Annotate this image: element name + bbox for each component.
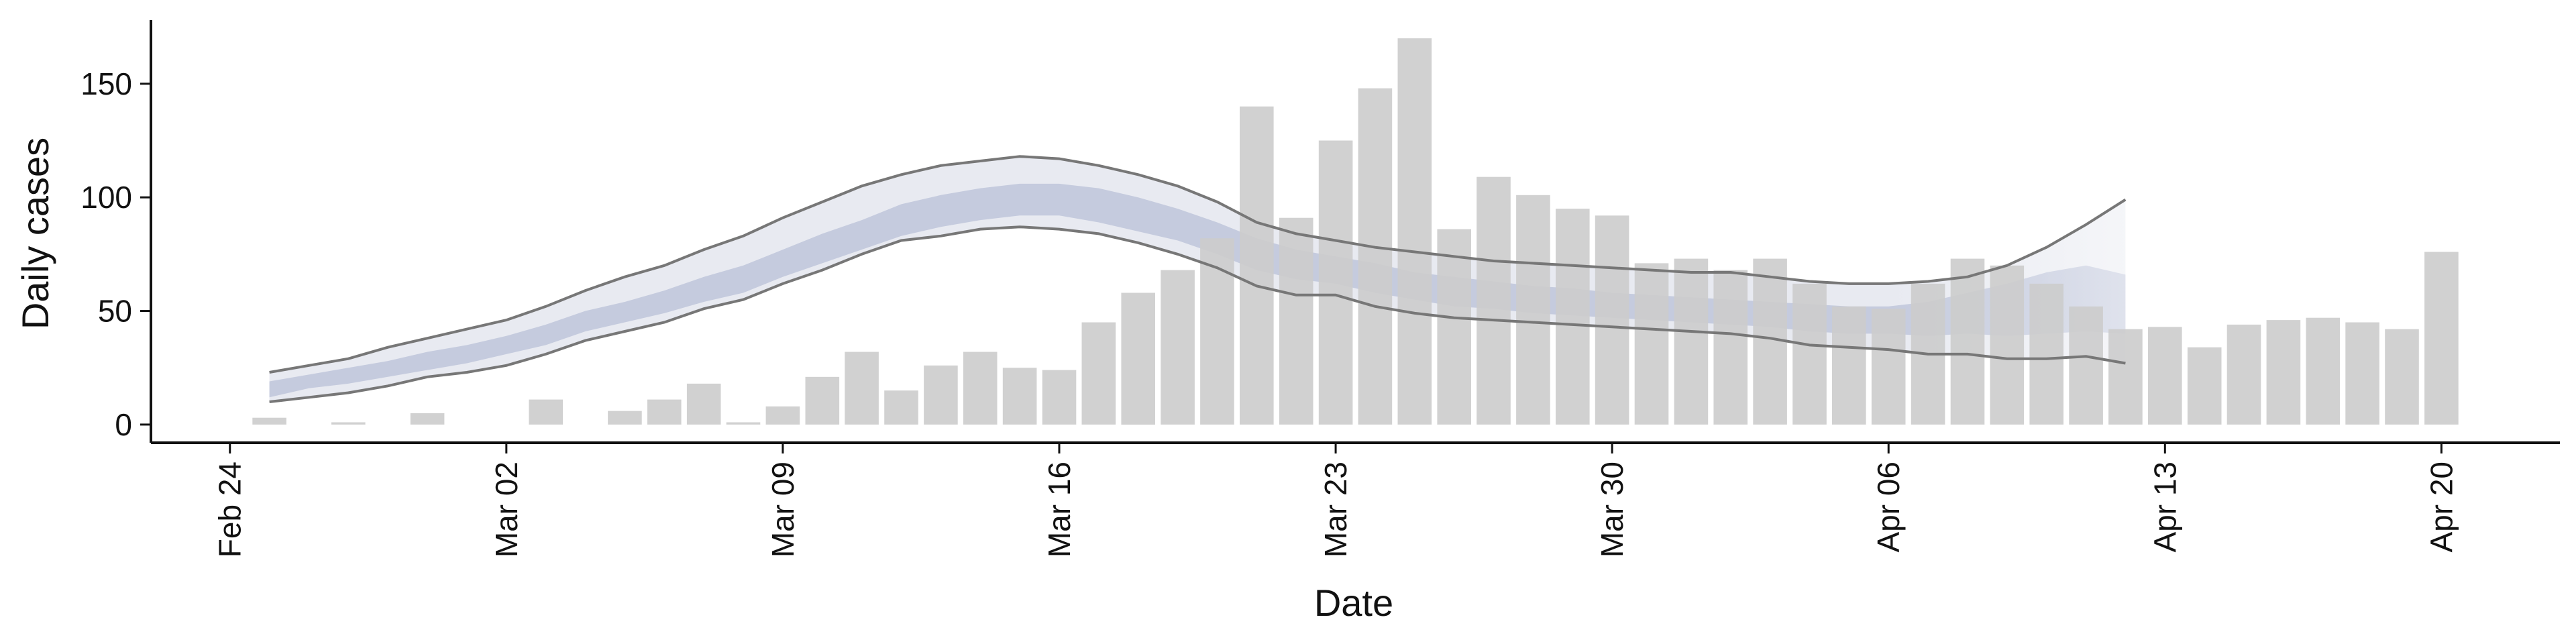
bar: [2385, 329, 2419, 425]
bar: [1200, 238, 1234, 425]
bar: [2345, 322, 2379, 425]
bar: [1042, 370, 1077, 425]
bar: [2424, 252, 2459, 425]
bar: [2266, 320, 2301, 425]
ci90-upper-line: [269, 155, 2127, 374]
bar: [1081, 322, 1116, 425]
bar: [1990, 265, 2025, 425]
x-tick-label: Apr 20: [2424, 462, 2459, 553]
bar: [1753, 258, 1787, 425]
x-tick-label: Mar 23: [1318, 462, 1353, 557]
bar: [1713, 270, 1748, 425]
x-axis-title: Date: [1314, 582, 1393, 624]
x-tick-label: Apr 06: [1871, 462, 1906, 553]
bar: [1397, 38, 1432, 425]
bar: [726, 422, 761, 425]
bar: [1674, 258, 1709, 425]
y-axis-title: Daily cases: [14, 138, 56, 329]
y-tick-label: 50: [98, 294, 132, 329]
bar: [2108, 329, 2143, 425]
ci90-lower-line: [269, 225, 2126, 403]
bar: [1556, 209, 1590, 425]
x-tick-label: Feb 24: [213, 462, 248, 557]
bar: [1161, 270, 1195, 425]
bar: [2306, 317, 2341, 425]
bar: [1634, 263, 1669, 425]
x-tick-label: Mar 30: [1595, 462, 1629, 557]
bar: [1318, 140, 1353, 425]
x-tick-label: Apr 13: [2147, 462, 2182, 553]
bar: [2187, 347, 2222, 425]
bar: [1477, 176, 1511, 425]
bar: [1792, 283, 1827, 425]
bar: [1279, 217, 1313, 425]
bar: [529, 399, 563, 425]
bar: [1832, 306, 1866, 425]
bar: [2029, 283, 2063, 425]
x-tick-label: Mar 16: [1042, 462, 1077, 557]
bar: [647, 399, 682, 425]
bar: [608, 411, 642, 425]
bar: [2226, 324, 2261, 425]
bar: [252, 417, 286, 425]
bar: [2069, 306, 2103, 425]
bar: [924, 365, 958, 425]
bar: [765, 406, 800, 425]
axes: [150, 20, 2560, 444]
bar: [805, 376, 840, 425]
x-tick-label: Mar 02: [489, 462, 524, 557]
y-tick-label: 0: [115, 407, 132, 442]
bar: [963, 352, 998, 425]
ci50-band: [269, 183, 2126, 398]
bar: [1950, 258, 1985, 425]
bar: [331, 422, 366, 425]
y-axis-ticks: 0 50 100 150: [80, 66, 151, 442]
bar: [686, 383, 721, 425]
x-axis-ticks: Feb 24 Mar 02 Mar 09 Mar 16 Mar 23 Mar 30 Apr …: [213, 443, 2459, 557]
bar: [2148, 327, 2182, 425]
bar: [1516, 195, 1550, 425]
bar: [1595, 215, 1629, 425]
bar: [1121, 292, 1155, 425]
bar: [410, 413, 445, 425]
y-tick-label: 100: [80, 180, 132, 215]
daily-case-bars: [252, 38, 2459, 425]
x-tick-label: Mar 09: [765, 462, 800, 557]
bar: [1437, 229, 1471, 425]
bar: [1358, 88, 1393, 425]
bar: [1240, 106, 1274, 425]
interval-lines: [269, 155, 2127, 403]
bar: [1002, 368, 1037, 425]
y-tick-label: 150: [80, 66, 132, 101]
bar: [884, 390, 918, 425]
bar: [1871, 309, 1906, 425]
bar: [845, 352, 879, 425]
